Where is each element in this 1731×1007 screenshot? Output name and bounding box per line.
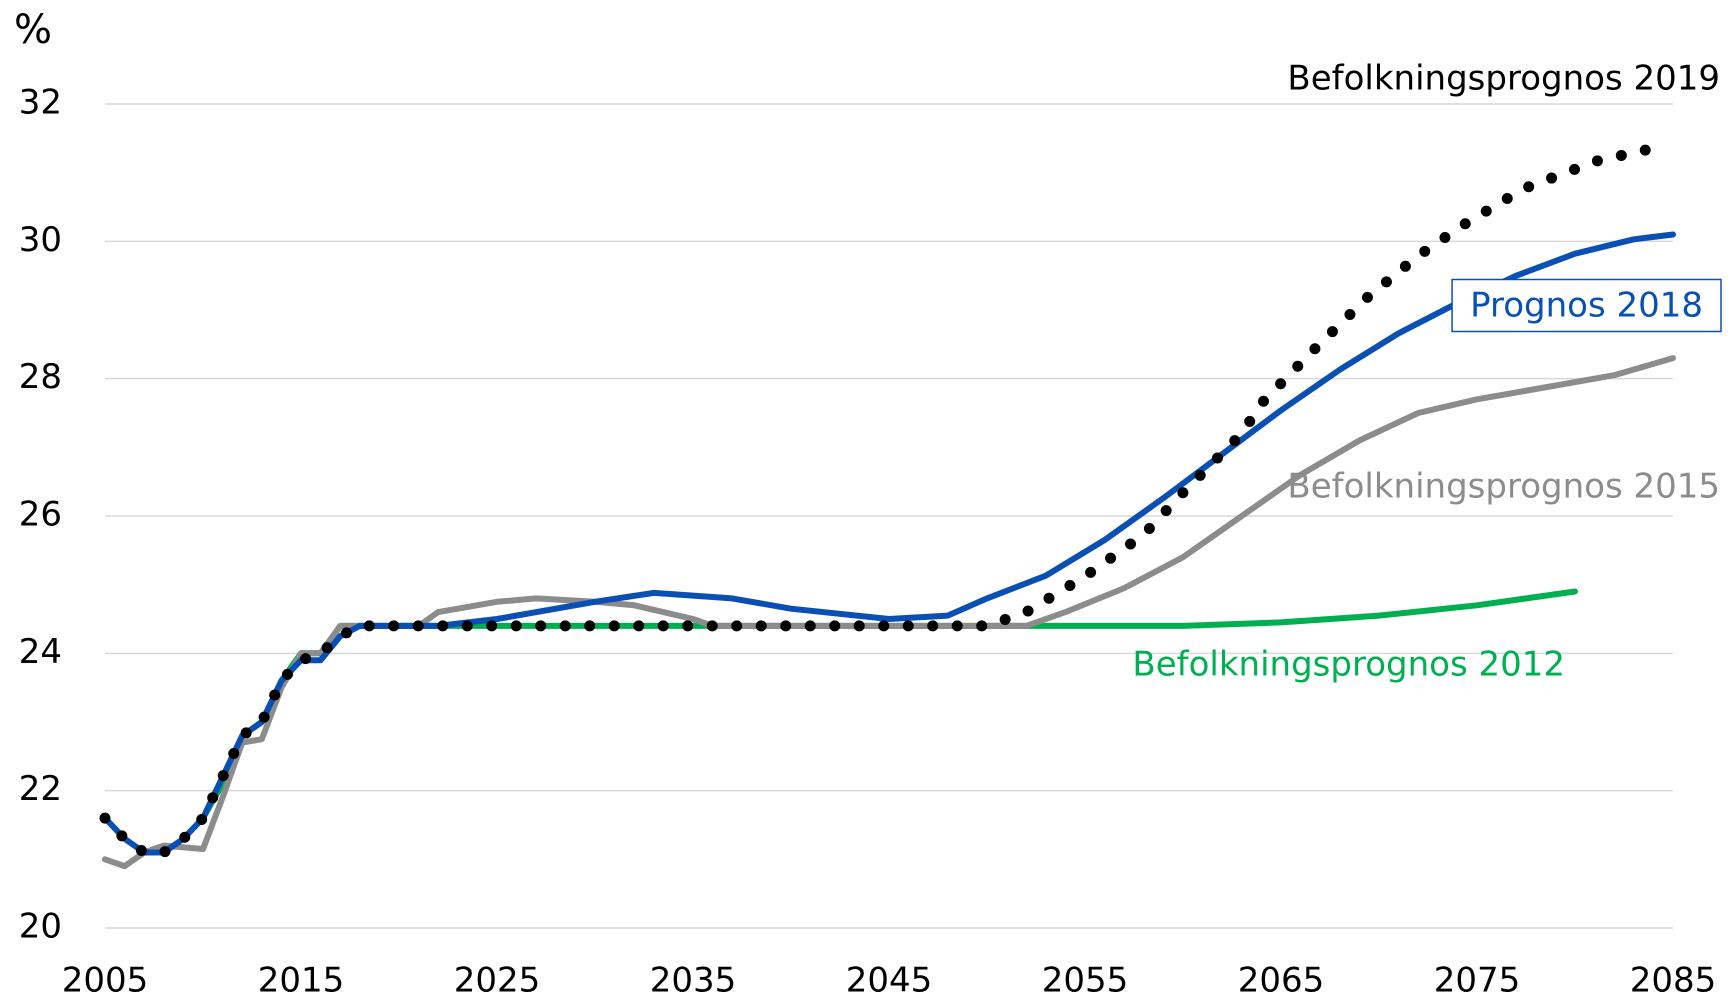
x-tick-label: 2075 — [1434, 961, 1521, 1001]
series-label: Befolkningsprognos 2015 — [1287, 467, 1720, 507]
label-box — [1451, 278, 1722, 333]
y-tick-label: 32 — [19, 83, 62, 123]
x-tick-label: 2045 — [846, 961, 933, 1001]
y-axis-label: % — [14, 7, 52, 53]
y-tick-label: 24 — [19, 632, 62, 672]
y-tick-label: 20 — [19, 907, 62, 947]
series-line — [102, 231, 1676, 856]
x-tick-label: 2025 — [454, 961, 541, 1001]
y-tick-label: 22 — [19, 769, 62, 809]
x-tick-label: 2015 — [258, 961, 345, 1001]
y-tick-label: 26 — [19, 495, 62, 535]
x-tick-label: 2085 — [1630, 961, 1717, 1001]
x-tick-label: 2065 — [1238, 961, 1325, 1001]
x-tick-label: 2035 — [650, 961, 737, 1001]
series-line — [102, 355, 1676, 870]
x-tick-label: 2005 — [62, 961, 149, 1001]
series-label: Befolkningsprognos 2019 — [1287, 59, 1720, 99]
series-label: Prognos 2018 — [1470, 286, 1703, 326]
series-label: Befolkningsprognos 2012 — [1132, 645, 1565, 685]
y-tick-label: 28 — [19, 357, 62, 397]
y-tick-label: 30 — [19, 220, 62, 260]
x-tick-label: 2055 — [1042, 961, 1129, 1001]
